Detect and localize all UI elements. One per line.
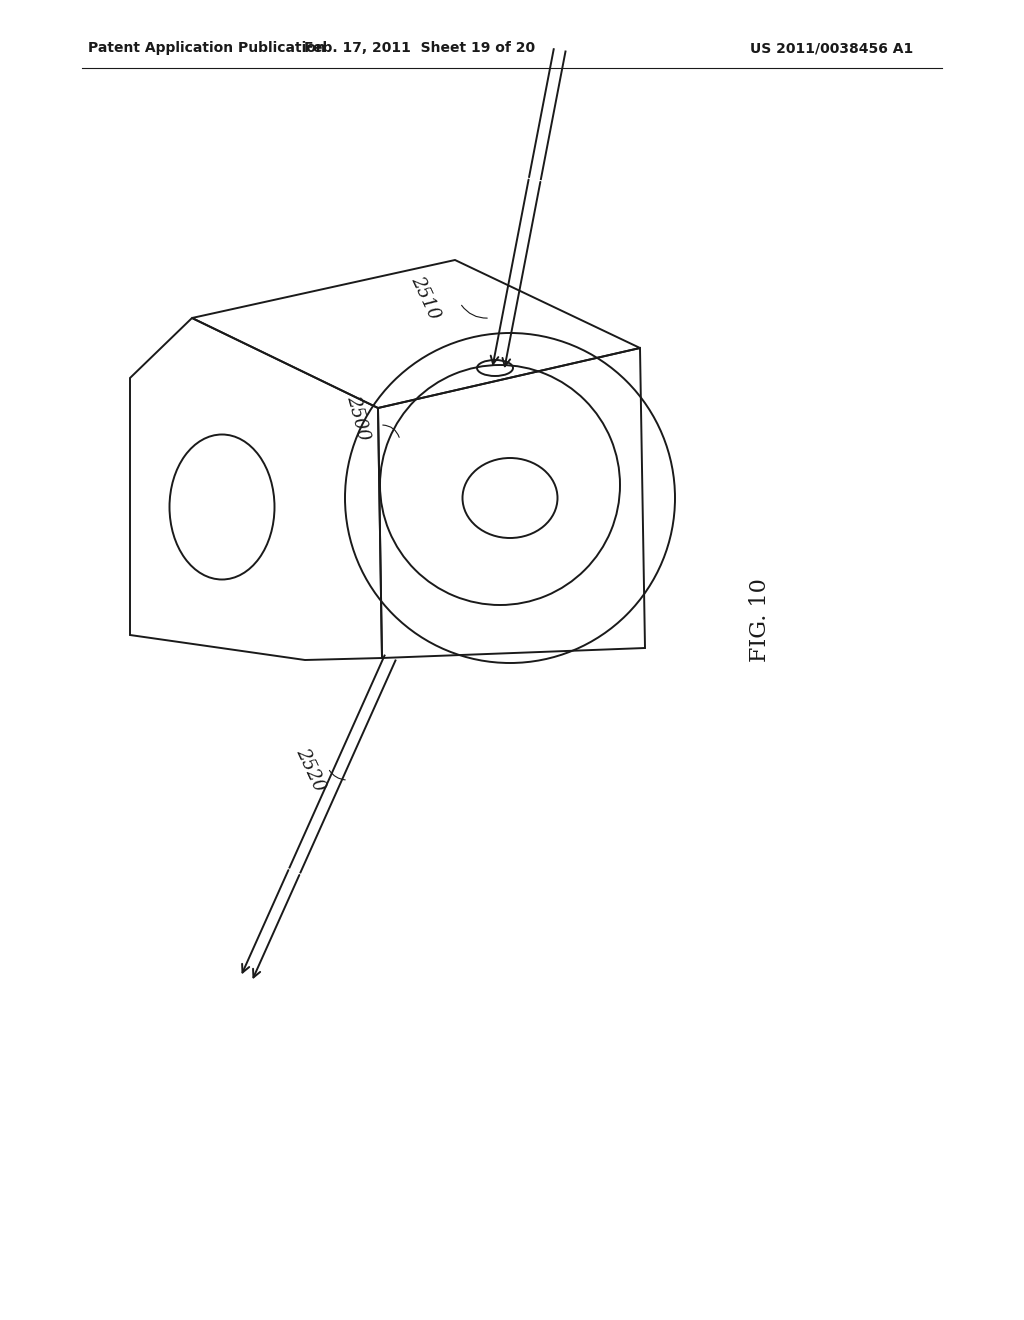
Text: 2520: 2520 — [292, 746, 328, 795]
Text: 2500: 2500 — [343, 393, 373, 442]
Text: 2510: 2510 — [408, 273, 442, 322]
Text: Patent Application Publication: Patent Application Publication — [88, 41, 326, 55]
Text: FIG. 10: FIG. 10 — [749, 578, 771, 661]
Text: Feb. 17, 2011  Sheet 19 of 20: Feb. 17, 2011 Sheet 19 of 20 — [304, 41, 536, 55]
Text: US 2011/0038456 A1: US 2011/0038456 A1 — [750, 41, 913, 55]
